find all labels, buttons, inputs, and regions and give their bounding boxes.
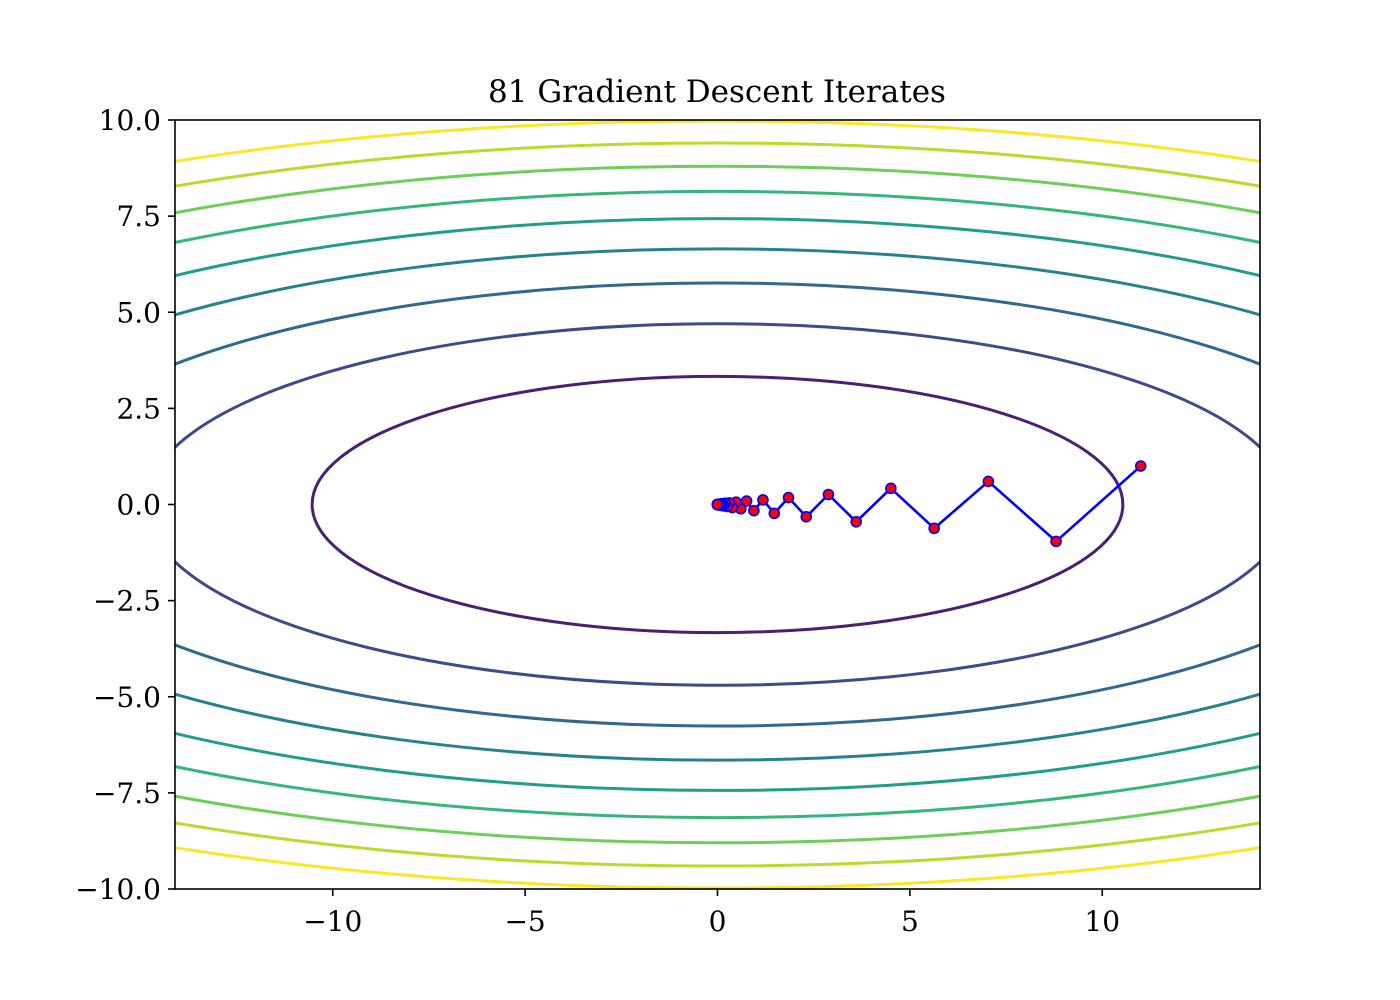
- contour-level-5: [175, 217, 1260, 792]
- x-tick-label: 5: [901, 905, 919, 938]
- contour-level-3: [175, 281, 1260, 728]
- x-tick-label: 0: [709, 905, 727, 938]
- y-tick-label: 0.0: [116, 489, 161, 522]
- iterate-point: [757, 494, 769, 506]
- iterate-point: [748, 504, 760, 517]
- contour-level-6: [175, 190, 1260, 819]
- contour-level-4: [175, 247, 1260, 762]
- contour-level-2: [175, 322, 1260, 687]
- y-tick-label: −2.5: [93, 585, 161, 618]
- x-tick-label: −10: [303, 905, 362, 938]
- contour-lines: [175, 120, 1260, 889]
- iterate-point: [1134, 460, 1147, 472]
- iterate-point: [782, 491, 795, 504]
- iterate-point: [800, 511, 813, 523]
- contour-level-8: [175, 141, 1260, 868]
- contour-level-9: [175, 120, 1260, 889]
- iterate-point: [768, 507, 781, 520]
- iterate-point: [982, 475, 995, 488]
- iterate-path: [711, 460, 1147, 548]
- y-tick-label: 10.0: [99, 104, 161, 137]
- x-axis: −10 −5 0 5 10: [303, 889, 1120, 938]
- y-tick-label: 7.5: [116, 200, 161, 233]
- iterate-point: [1050, 535, 1062, 548]
- iterate-point: [822, 488, 835, 501]
- y-tick-label: 2.5: [116, 392, 161, 425]
- chart-title: 81 Gradient Descent Iterates: [488, 74, 946, 110]
- contour-level-1: [310, 374, 1125, 635]
- y-tick-label: −10.0: [75, 873, 161, 906]
- x-tick-label: 10: [1084, 905, 1120, 938]
- iterate-point: [850, 516, 862, 528]
- iterate-point: [711, 498, 724, 511]
- y-tick-label: −7.5: [93, 777, 161, 810]
- iterate-point: [885, 482, 897, 495]
- y-axis: −10.0 −7.5 −5.0 −2.5 0.0 2.5 5.0 7.5 10.0: [75, 104, 175, 906]
- y-tick-label: 5.0: [116, 296, 161, 329]
- y-tick-label: −5.0: [93, 681, 161, 714]
- contour-level-7: [175, 164, 1260, 845]
- x-tick-label: −5: [504, 905, 545, 938]
- iterate-point: [928, 522, 940, 535]
